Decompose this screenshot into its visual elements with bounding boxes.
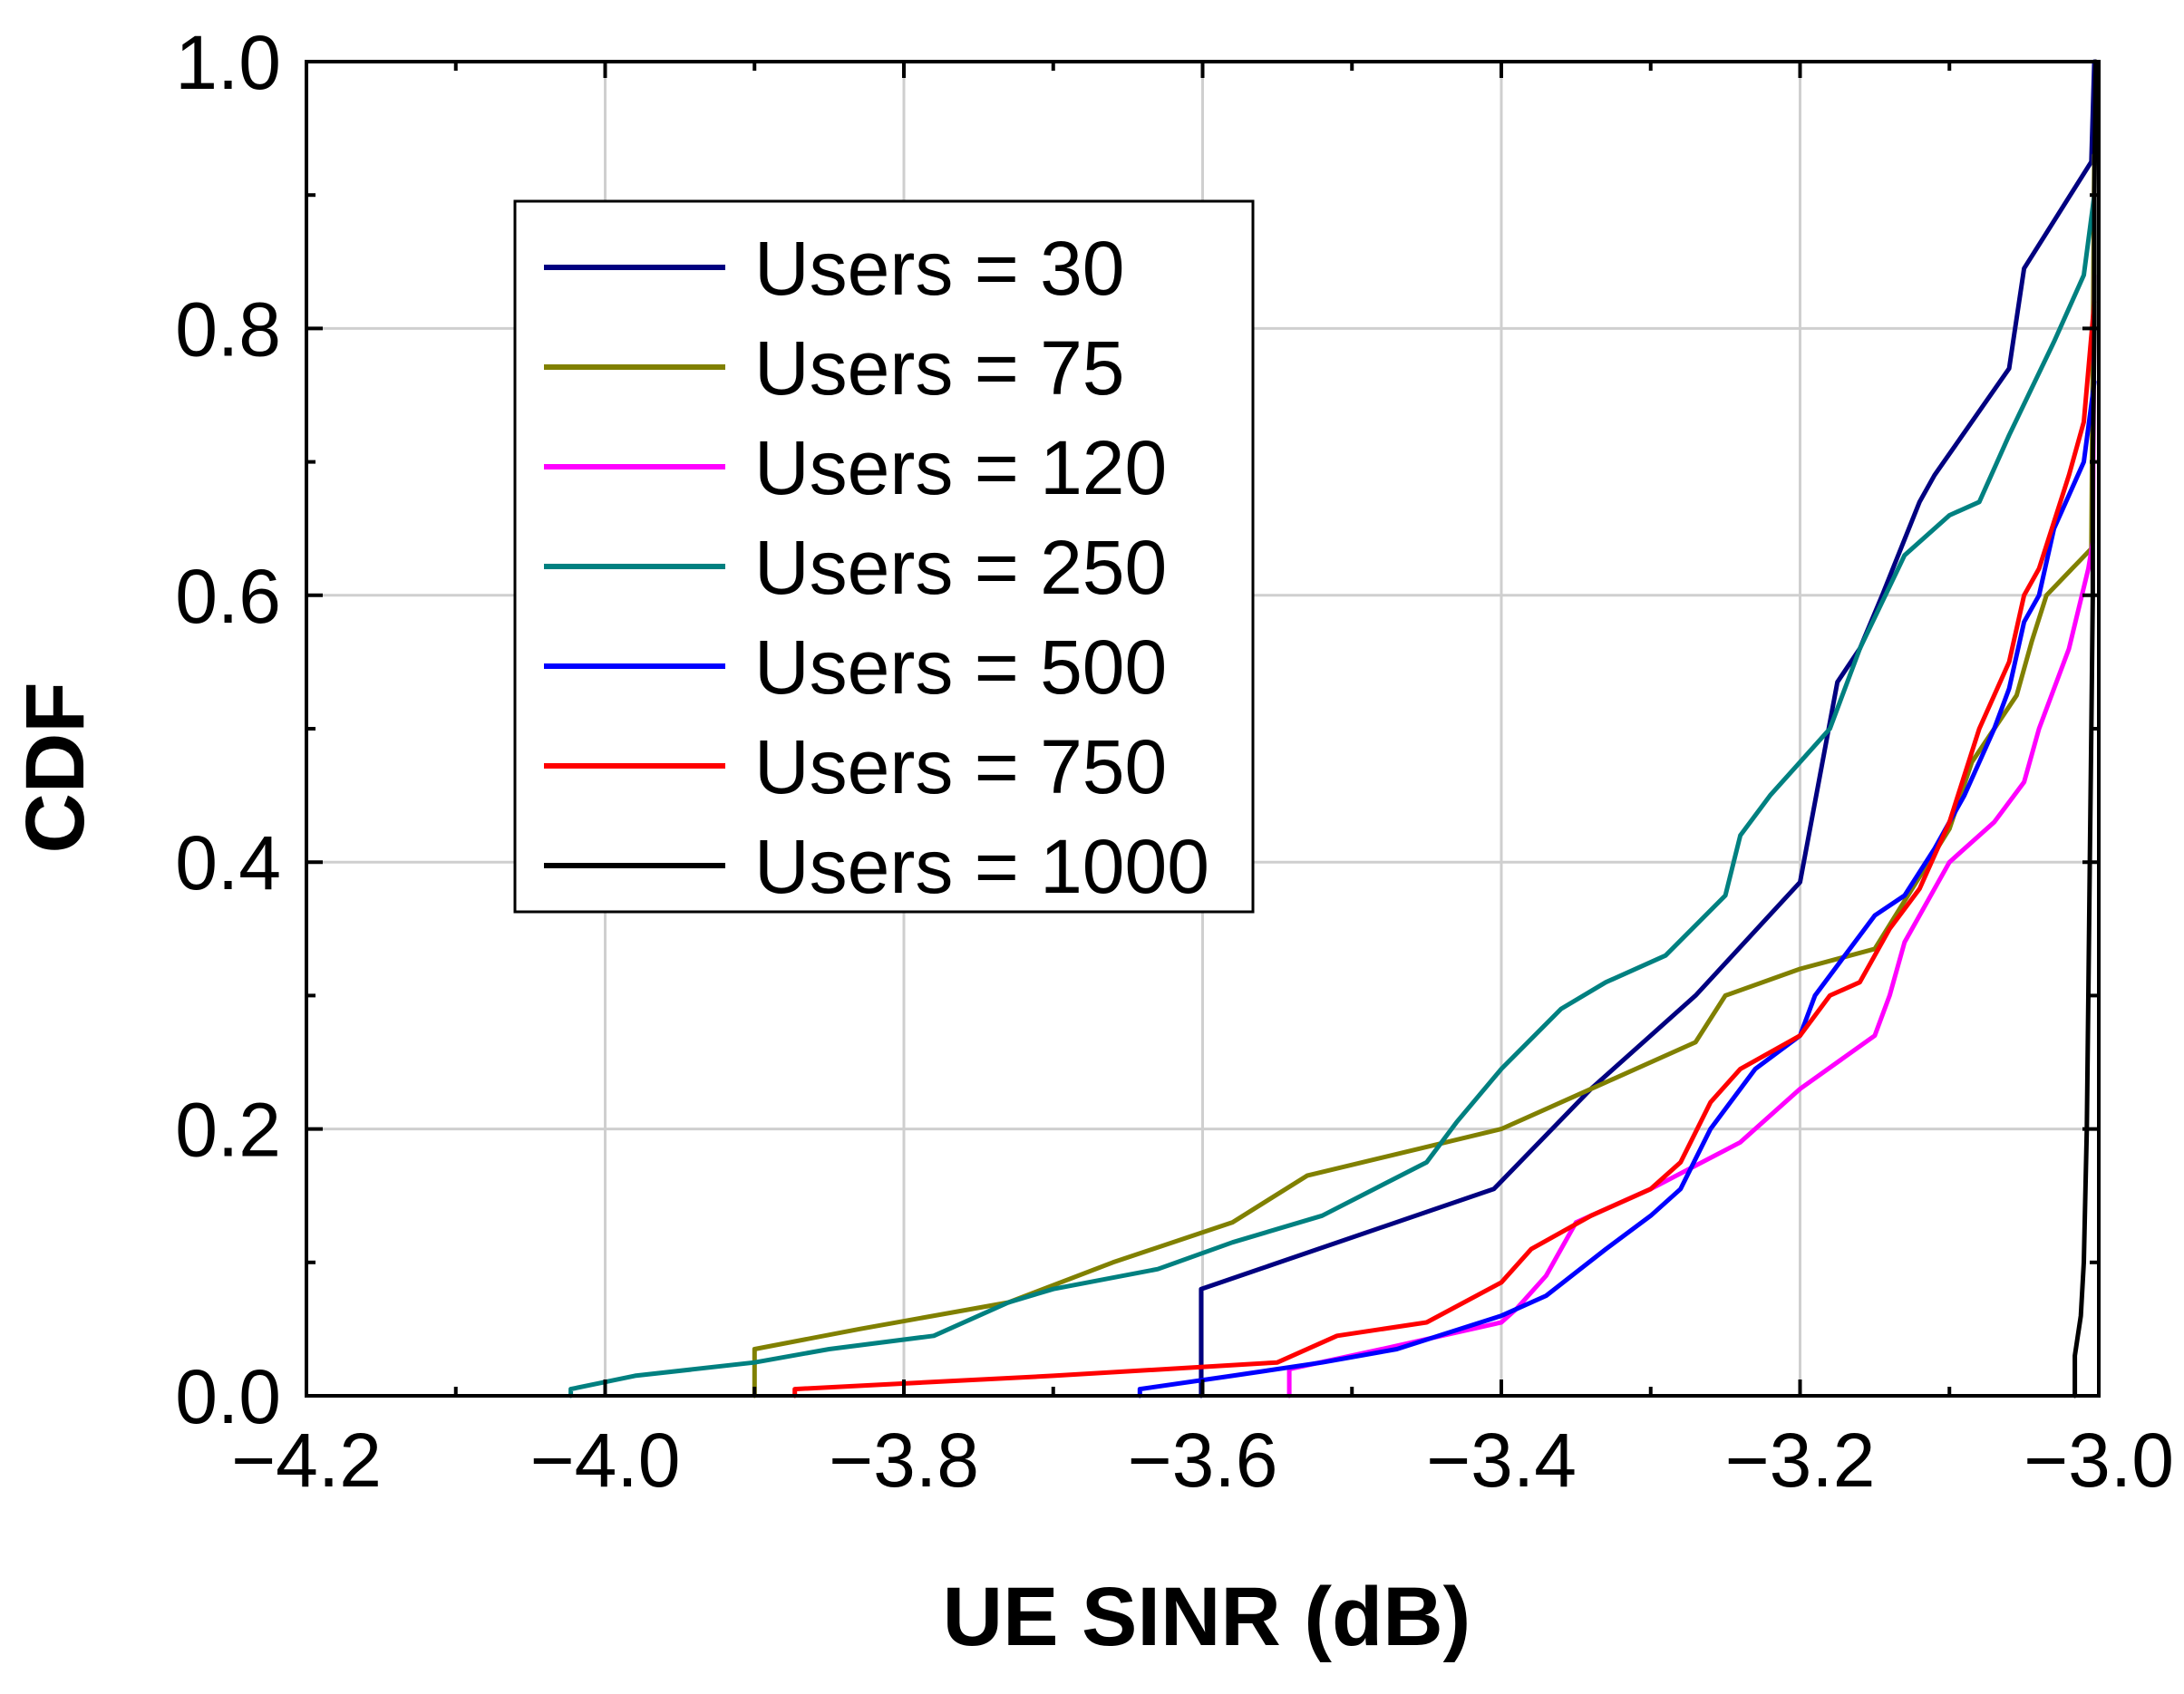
series-line-4 <box>568 192 2097 1399</box>
y-tick-label: 0.6 <box>175 554 281 639</box>
series-line-6 <box>792 299 2097 1399</box>
x-tick-label: −3.0 <box>2024 1418 2174 1503</box>
y-axis-title: CDF <box>9 682 102 853</box>
y-tick-label: 0.8 <box>175 286 281 372</box>
legend-label: Users = 120 <box>754 425 1167 510</box>
legend-label: Users = 75 <box>754 325 1125 411</box>
y-tick-label: 1.0 <box>175 20 281 105</box>
x-tick-label: −4.0 <box>530 1418 681 1503</box>
y-tick-label: 0.2 <box>175 1088 281 1173</box>
y-tick-label: 0.4 <box>175 820 281 905</box>
series-line-3 <box>1286 273 2097 1399</box>
legend-label: Users = 30 <box>754 226 1125 311</box>
x-tick-label: −3.8 <box>829 1418 979 1503</box>
y-tick-label: 0.0 <box>175 1354 281 1439</box>
x-tick-label: −3.4 <box>1426 1418 1577 1503</box>
x-tick-label: −3.2 <box>1725 1418 1876 1503</box>
tick-marks <box>305 60 2101 1398</box>
series-line-5 <box>1137 379 2097 1399</box>
legend-label: Users = 750 <box>754 724 1167 809</box>
legend-label: Users = 1000 <box>754 824 1209 909</box>
x-axis-title: UE SINR (dB) <box>943 1571 1471 1663</box>
legend-box <box>513 199 1255 914</box>
legend-label: Users = 500 <box>754 624 1167 710</box>
x-tick-labels: −4.2 −4.0 −3.8 −3.6 −3.4 −3.2 −3.0 <box>231 1418 2174 1503</box>
y-tick-labels: 0.0 0.2 0.4 0.6 0.8 1.0 <box>175 20 281 1439</box>
x-tick-label: −3.6 <box>1128 1418 1278 1503</box>
legend: Users = 30 Users = 75 Users = 120 Users = 2… <box>513 199 1255 914</box>
x-tick-label: −4.2 <box>231 1418 382 1503</box>
legend-label: Users = 250 <box>754 525 1167 610</box>
